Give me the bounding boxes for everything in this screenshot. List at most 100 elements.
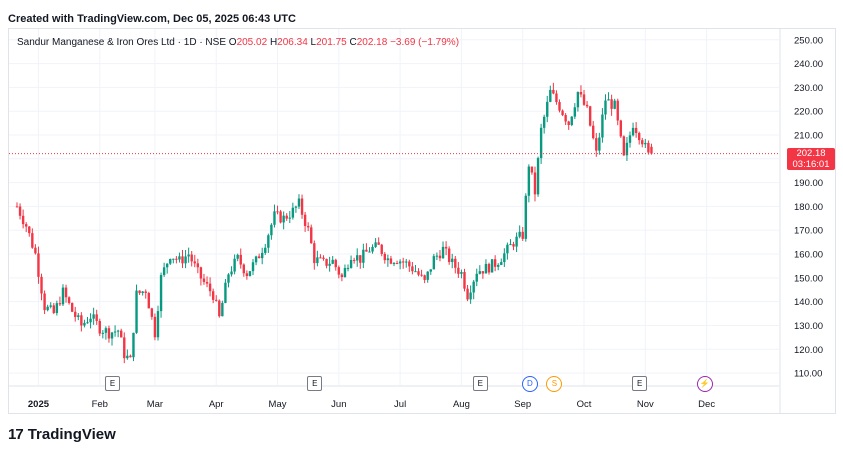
candle-body xyxy=(104,328,108,333)
candle-body xyxy=(328,263,331,266)
candle-body xyxy=(481,271,485,274)
event-marker-earnings[interactable]: E xyxy=(105,376,120,391)
event-marker-event[interactable]: ⚡ xyxy=(696,376,713,392)
candle-body xyxy=(509,244,512,246)
candle-body xyxy=(454,258,457,268)
candle-body xyxy=(533,172,537,195)
candle-body xyxy=(466,288,469,300)
event-marker-earnings[interactable]: E xyxy=(632,376,648,391)
candle-body xyxy=(352,259,356,261)
candle-body xyxy=(120,330,123,338)
y-tick-label: 130.00 xyxy=(794,321,823,332)
candle-body xyxy=(116,330,120,332)
candle-body xyxy=(601,114,604,138)
candle-body xyxy=(546,101,549,117)
candle-body xyxy=(331,259,334,264)
bar-countdown: 03:16:01 xyxy=(792,158,830,170)
candle-body xyxy=(567,121,570,126)
candle-body xyxy=(123,337,126,359)
candle-body xyxy=(294,206,298,208)
candle-body xyxy=(313,243,316,264)
candle-body xyxy=(386,258,390,261)
candlestick-chart[interactable]: 110.00 120.00 130.00 140.00 150.00 160.00 170.… xyxy=(9,29,836,414)
candle-body xyxy=(211,291,215,300)
candle-body xyxy=(282,215,285,223)
high-label: H xyxy=(269,37,278,48)
candle-body xyxy=(447,248,451,263)
event-marker-earnings[interactable]: E xyxy=(307,376,323,391)
candle-body xyxy=(181,256,184,264)
candle-body xyxy=(150,308,154,317)
chart-pane[interactable]: 110.00 120.00 130.00 140.00 150.00 160.00 170.… xyxy=(8,28,836,414)
candle-body xyxy=(67,297,71,304)
y-tick-label: 240.00 xyxy=(794,59,823,70)
candle-body xyxy=(325,258,328,266)
candle-body xyxy=(165,263,169,268)
candle-body xyxy=(31,233,34,248)
candle-body xyxy=(558,102,561,111)
candle-body xyxy=(319,257,322,259)
candle-body xyxy=(371,246,374,252)
candle-body xyxy=(291,207,295,218)
candle-body xyxy=(251,262,255,272)
candle-body xyxy=(395,263,399,265)
x-tick-label: Jul xyxy=(394,399,406,410)
y-tick-label: 190.00 xyxy=(794,178,823,189)
symbol-name[interactable]: Sandur Manganese & Iron Ores Ltd · 1D · … xyxy=(17,37,226,48)
candle-body xyxy=(261,252,264,259)
candle-body xyxy=(24,224,28,227)
candle-body xyxy=(132,332,135,358)
candle-body xyxy=(573,107,577,117)
candle-body xyxy=(18,206,22,216)
candle-body xyxy=(264,247,267,253)
event-marker-dividend[interactable]: D xyxy=(521,376,538,392)
candle-body xyxy=(141,291,144,294)
candle-body xyxy=(383,253,386,261)
candle-body xyxy=(245,273,249,277)
candle-body xyxy=(634,127,638,134)
candle-body xyxy=(521,231,524,239)
candle-body xyxy=(374,242,377,247)
candle-body xyxy=(588,106,592,126)
candle-body xyxy=(411,266,414,272)
candle-body xyxy=(230,271,233,275)
change-value: −3.69 (−1.79%) xyxy=(390,37,460,48)
x-tick-label: Jun xyxy=(331,399,346,410)
candle-body xyxy=(579,92,583,95)
candle-body xyxy=(457,267,460,274)
candle-body xyxy=(356,255,359,261)
candle-body xyxy=(86,322,89,324)
event-marker-earnings[interactable]: E xyxy=(472,376,488,391)
event-marker-split[interactable]: S xyxy=(546,376,563,392)
candle-body xyxy=(55,303,59,314)
candle-body xyxy=(242,264,246,274)
candle-body xyxy=(254,256,258,263)
candle-body xyxy=(518,231,521,237)
candle-body xyxy=(340,274,344,278)
tradingview-logo-text: TradingView xyxy=(27,426,116,443)
candle-body xyxy=(423,275,426,280)
candle-body xyxy=(159,275,163,312)
candle-body xyxy=(420,274,423,276)
candle-body xyxy=(641,140,644,145)
candle-body xyxy=(429,269,432,272)
candle-body xyxy=(432,256,436,270)
candle-body xyxy=(273,211,276,225)
candle-body xyxy=(43,293,46,311)
candle-body xyxy=(74,311,77,317)
candle-body xyxy=(202,278,206,282)
y-tick-label: 250.00 xyxy=(794,35,823,46)
tradingview-logo-icon: 17 xyxy=(8,426,24,443)
candle-body xyxy=(650,146,653,154)
y-tick-label: 220.00 xyxy=(794,107,823,118)
y-tick-label: 170.00 xyxy=(794,226,823,237)
open-value: 205.02 xyxy=(236,37,268,48)
candle-body xyxy=(503,253,506,263)
tradingview-logo[interactable]: 17 TradingView xyxy=(8,426,116,443)
candle-body xyxy=(306,225,310,228)
candle-body xyxy=(70,303,74,312)
candle-body xyxy=(417,271,420,275)
candle-body xyxy=(610,99,613,109)
y-tick-label: 140.00 xyxy=(794,297,823,308)
candle-body xyxy=(524,195,527,239)
